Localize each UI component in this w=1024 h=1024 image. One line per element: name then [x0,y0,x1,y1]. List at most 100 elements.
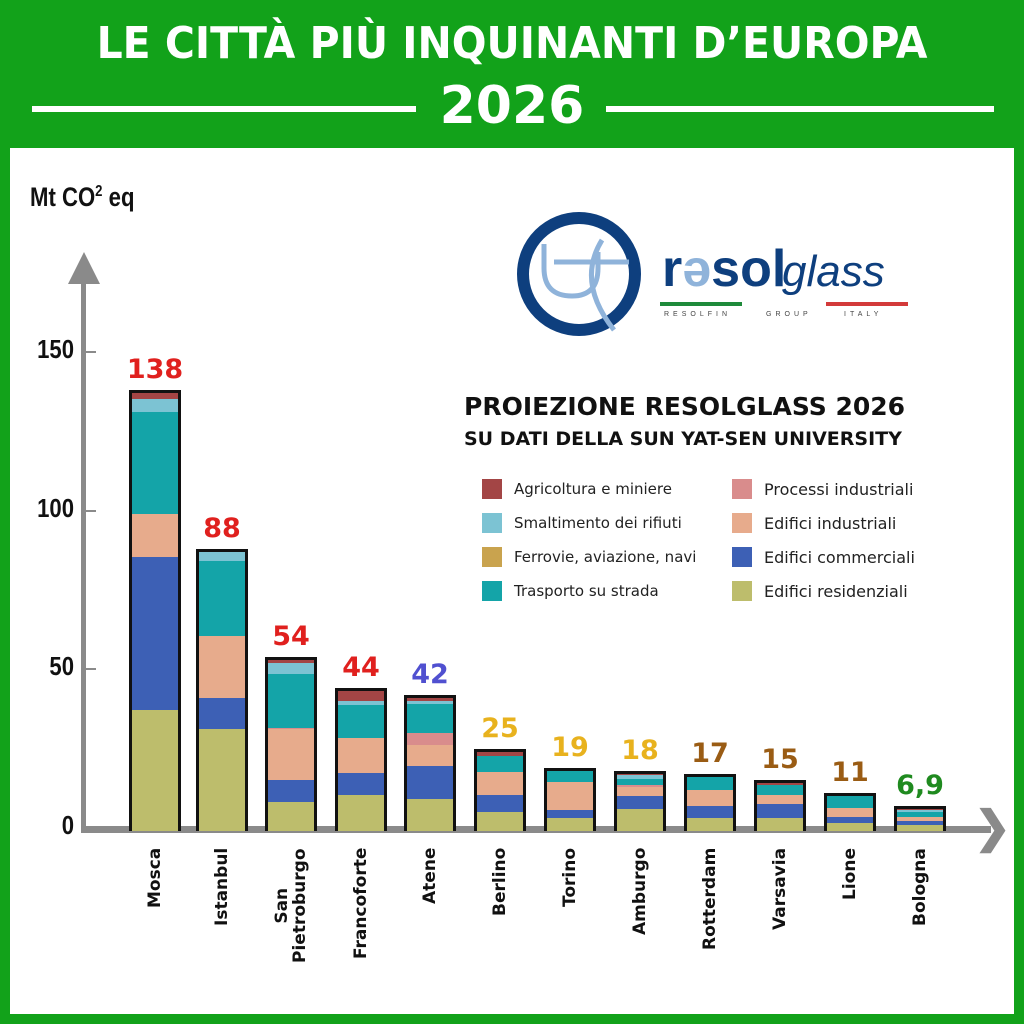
rule-right [606,106,994,112]
bar-segment [687,777,733,790]
bar-segment [407,765,453,800]
x-category-label: Rotterdam [698,848,722,1008]
legend-swatch-icon [482,581,502,601]
legend-title: PROIEZIONE RESOLGLASS 2026 [464,392,906,421]
legend-item: Edifici residenziali [732,580,908,602]
bar-segment [132,513,178,557]
bar-segment [827,817,873,824]
svg-text:ITALY: ITALY [844,311,882,318]
x-category-label: Istanbul [210,848,234,1008]
bar-mosca [129,390,181,831]
legend-swatch-icon [732,479,752,499]
legend-swatch-icon [732,513,752,533]
bar-segment [547,818,593,831]
x-axis-arrow-icon: ❯ [974,803,1011,852]
legend-swatch-icon [732,581,752,601]
resolglass-logo-icon: rəsol glass RESOLFIN GROUP ITALY [517,212,908,336]
bar-segment [477,794,523,812]
category-text: Berlino [490,847,510,916]
y-tick-label: 150 [37,334,74,364]
bar-total-label: 18 [621,734,659,766]
bar-segment [268,729,314,781]
bar-total-label: 54 [272,620,310,652]
category-text: Bologna [910,848,930,926]
bar-segment [547,781,593,811]
x-category-label: Varsavia [768,848,792,1008]
bar-segment [687,789,733,806]
y-unit-tail: eq [102,182,135,212]
legend-subtitle: SU DATI DELLA SUN YAT-SEN UNIVERSITY [464,428,902,450]
bar-segment [199,561,245,636]
legend-swatch-icon [732,547,752,567]
bar-total-label: 138 [126,354,184,386]
x-category-label: San Pietroburgo [272,848,310,1008]
y-tick-label: 100 [37,492,74,523]
bar-segment [407,704,453,733]
y-tick-mark [86,351,96,353]
bar-total-label: 42 [411,658,449,690]
y-tick-label: 50 [49,651,74,682]
rule-left [32,106,416,112]
y-axis-label: Mt CO2 eq [30,182,134,213]
x-category-label: Torino [558,848,582,1008]
bar-segment [199,697,245,730]
x-category-label: Berlino [488,848,512,1008]
title-year: 2026 [439,76,585,136]
x-category-label: Atene [418,848,442,1008]
legend-item: Processi industriali [732,478,913,500]
title-main: LE CITTÀ PIÙ INQUINANTI D’EUROPA [96,18,928,69]
bar-total-label: 19 [551,731,589,763]
legend-label: Ferrovie, aviazione, navi [514,548,697,566]
bar-segment [897,820,943,825]
category-text: Lione [840,848,860,900]
bar-segment [757,818,803,831]
x-category-label: Amburgo [628,848,652,1008]
bar-total-label: 44 [342,652,380,684]
bar-torino [544,767,596,831]
bar-segment [617,775,663,779]
bar-atene [404,694,456,831]
bar-segment [477,811,523,831]
legend-label: Edifici commerciali [764,547,915,567]
legend-label: Edifici residenziali [764,581,908,601]
category-text: Varsavia [770,847,790,930]
bar-segment [268,727,314,730]
bar-segment [827,807,873,818]
category-text: Istanbul [212,847,232,926]
bar-segment [407,745,453,766]
bar-segment [132,412,178,514]
bar-segment [897,809,943,811]
y-tick-mark [86,827,96,829]
svg-text:GROUP: GROUP [766,311,812,318]
legend-item: Trasporto su strada [482,580,659,602]
bar-segment [617,808,663,831]
bar-segment [617,778,663,785]
legend-item: Edifici commerciali [732,546,915,568]
bar-segment [268,673,314,728]
bar-segment [547,810,593,819]
y-tick-label: 0 [61,810,74,840]
svg-text:RESOLFIN: RESOLFIN [664,311,731,318]
y-unit-superscript: 2 [95,183,103,200]
bar-segment [338,773,384,795]
bar-segment [268,659,314,663]
bar-segment [338,705,384,739]
legend-item: Ferrovie, aviazione, navi [482,546,696,568]
logo-brand-bold: rəsol [662,240,786,298]
y-tick-mark [86,509,96,512]
bar-bologna [894,806,946,831]
bar-segment [132,399,178,413]
bar-total-label: 25 [481,712,519,744]
bar-segment [547,770,593,782]
bar-segment [897,810,943,812]
y-axis [81,262,86,830]
legend-label: Smaltimento dei rifiuti [514,514,682,532]
bar-rotterdam [684,774,736,831]
bar-segment [617,773,663,776]
bar-segment [757,804,803,819]
bar-segment [477,751,523,757]
x-category-label: Lione [838,848,862,1008]
legend-label: Edifici industriali [764,513,897,533]
bar-total-label: 11 [831,757,869,789]
y-unit-text: Mt CO [30,182,96,212]
